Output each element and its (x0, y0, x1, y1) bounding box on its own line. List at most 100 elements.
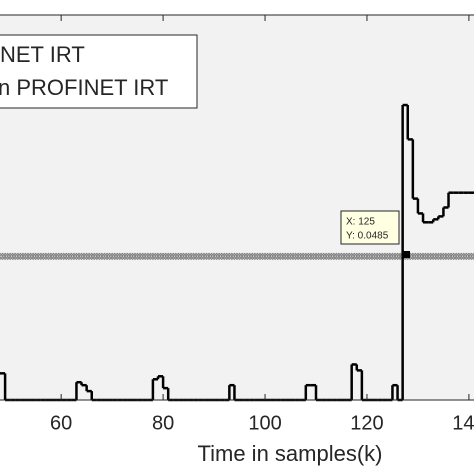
marker (80, 252, 88, 261)
marker (467, 252, 474, 261)
marker (432, 252, 440, 261)
marker (370, 252, 379, 261)
marker (37, 252, 45, 261)
marker (276, 252, 285, 261)
marker (19, 252, 27, 261)
marker (31, 252, 40, 261)
marker (426, 252, 435, 261)
marker (274, 252, 282, 261)
marker (34, 252, 42, 261)
marker (347, 252, 356, 261)
marker (65, 252, 73, 261)
legend-label: NET IRT (0, 42, 85, 67)
marker (207, 252, 216, 261)
marker (340, 252, 348, 261)
marker (266, 252, 274, 261)
marker (100, 252, 109, 261)
marker (240, 252, 249, 261)
marker (261, 252, 269, 261)
marker (24, 252, 32, 261)
marker (202, 252, 211, 261)
datatip-marker (403, 251, 410, 258)
marker (110, 252, 119, 261)
marker (263, 252, 272, 261)
marker (174, 252, 183, 261)
marker (189, 252, 198, 261)
marker (314, 252, 323, 261)
marker (133, 252, 142, 261)
marker (363, 252, 371, 261)
marker (182, 252, 190, 261)
marker (47, 252, 55, 261)
marker (297, 252, 305, 261)
marker (131, 252, 139, 261)
marker (302, 252, 310, 261)
marker (460, 252, 468, 261)
marker (289, 252, 297, 261)
marker (67, 252, 76, 261)
marker (393, 252, 402, 261)
marker (322, 252, 330, 261)
marker (57, 252, 65, 261)
marker (246, 252, 254, 261)
marker (256, 252, 264, 261)
marker (345, 252, 353, 261)
marker (439, 252, 448, 261)
marker (95, 252, 104, 261)
marker (93, 252, 101, 261)
marker (167, 252, 175, 261)
marker (355, 252, 364, 261)
marker (457, 252, 465, 261)
marker (332, 252, 341, 261)
marker (149, 252, 157, 261)
marker (353, 252, 361, 261)
marker (350, 252, 358, 261)
marker (105, 252, 114, 261)
marker (3, 252, 12, 261)
marker (169, 252, 177, 261)
marker (442, 252, 450, 261)
marker (330, 252, 338, 261)
datatip-text: X: 125 (346, 217, 375, 228)
marker (113, 252, 121, 261)
marker (77, 252, 86, 261)
marker (139, 252, 147, 261)
marker (177, 252, 185, 261)
marker (365, 252, 374, 261)
marker (103, 252, 111, 261)
marker (360, 252, 369, 261)
marker (228, 252, 236, 261)
marker (154, 252, 162, 261)
marker (447, 252, 455, 261)
marker (62, 252, 70, 261)
marker (312, 252, 320, 261)
marker (161, 252, 170, 261)
marker (421, 252, 430, 261)
marker (88, 252, 96, 261)
marker (16, 252, 25, 261)
marker (444, 252, 453, 261)
marker (248, 252, 256, 261)
marker (9, 252, 17, 261)
marker (317, 252, 325, 261)
marker (0, 252, 4, 261)
marker (116, 252, 124, 261)
marker (39, 252, 48, 261)
marker (108, 252, 116, 261)
marker (220, 252, 228, 261)
marker (118, 252, 127, 261)
marker (21, 252, 30, 261)
marker (29, 252, 37, 261)
marker (449, 252, 458, 261)
marker (271, 252, 279, 261)
marker (253, 252, 262, 261)
marker (54, 252, 63, 261)
marker (409, 252, 417, 261)
marker (123, 252, 132, 261)
marker (325, 252, 333, 261)
marker (121, 252, 129, 261)
marker (238, 252, 246, 261)
marker (281, 252, 290, 261)
marker (192, 252, 200, 261)
